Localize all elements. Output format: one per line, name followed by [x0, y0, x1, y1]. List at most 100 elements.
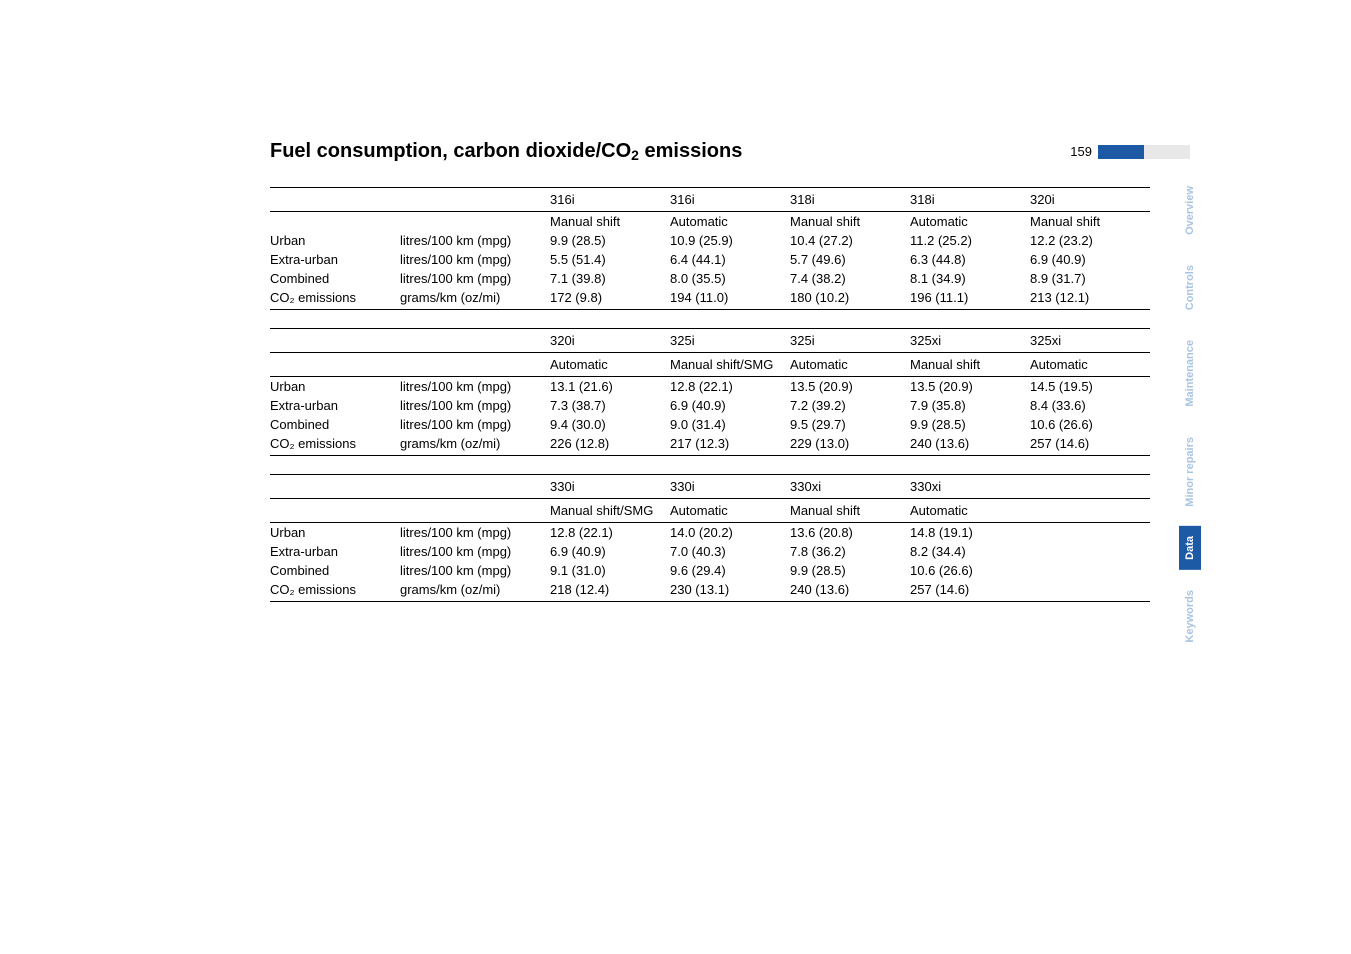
row-label: Extra-urban	[270, 396, 400, 415]
trans-cell: Automatic	[670, 212, 790, 232]
row-label: CO₂ emissions	[270, 580, 400, 602]
value-cell: 257 (14.6)	[910, 580, 1030, 602]
fuel-table-1: 316i 316i 318i 318i 320i Manual shift Au…	[270, 187, 1150, 310]
tab-controls[interactable]: Controls	[1179, 255, 1201, 320]
value-cell: 9.1 (31.0)	[550, 561, 670, 580]
trans-cell: Automatic	[550, 353, 670, 377]
trans-cell: Automatic	[910, 212, 1030, 232]
model-header: 318i	[910, 188, 1030, 212]
tab-minor-repairs[interactable]: Minor repairs	[1179, 427, 1201, 517]
value-cell: 6.3 (44.8)	[910, 250, 1030, 269]
value-cell: 218 (12.4)	[550, 580, 670, 602]
row-label: Extra-urban	[270, 250, 400, 269]
table-row: Urban litres/100 km (mpg) 9.9 (28.5) 10.…	[270, 231, 1150, 250]
model-header: 330xi	[910, 475, 1030, 499]
value-cell: 7.3 (38.7)	[550, 396, 670, 415]
value-cell: 5.7 (49.6)	[790, 250, 910, 269]
value-cell: 213 (12.1)	[1030, 288, 1150, 310]
table-row: Manual shift/SMG Automatic Manual shift …	[270, 499, 1150, 523]
trans-cell: Manual shift	[550, 212, 670, 232]
value-cell: 230 (13.1)	[670, 580, 790, 602]
trans-cell: Automatic	[790, 353, 910, 377]
row-label: Extra-urban	[270, 542, 400, 561]
tab-keywords[interactable]: Keywords	[1179, 580, 1201, 653]
trans-cell: Manual shift	[910, 353, 1030, 377]
row-label: Combined	[270, 415, 400, 434]
unit-cell: litres/100 km (mpg)	[400, 561, 550, 580]
table-row: 330i 330i 330xi 330xi	[270, 475, 1150, 499]
value-cell: 172 (9.8)	[550, 288, 670, 310]
value-cell: 12.8 (22.1)	[550, 523, 670, 543]
unit-cell: litres/100 km (mpg)	[400, 269, 550, 288]
value-cell: 9.9 (28.5)	[790, 561, 910, 580]
table-row: Combined litres/100 km (mpg) 9.4 (30.0) …	[270, 415, 1150, 434]
title-row: Fuel consumption, carbon dioxide/CO2 emi…	[270, 140, 1190, 163]
value-cell: 240 (13.6)	[790, 580, 910, 602]
value-cell: 12.2 (23.2)	[1030, 231, 1150, 250]
value-cell: 9.0 (31.4)	[670, 415, 790, 434]
unit-cell: grams/km (oz/mi)	[400, 580, 550, 602]
value-cell: 229 (13.0)	[790, 434, 910, 456]
table-row: CO₂ emissions grams/km (oz/mi) 172 (9.8)…	[270, 288, 1150, 310]
trans-cell: Manual shift/SMG	[670, 353, 790, 377]
value-cell: 7.4 (38.2)	[790, 269, 910, 288]
model-header: 320i	[1030, 188, 1150, 212]
value-cell: 13.1 (21.6)	[550, 377, 670, 397]
value-cell: 10.9 (25.9)	[670, 231, 790, 250]
table-row: Extra-urban litres/100 km (mpg) 6.9 (40.…	[270, 542, 1150, 561]
page-number-box: 159	[1070, 144, 1190, 159]
table-row: Urban litres/100 km (mpg) 13.1 (21.6) 12…	[270, 377, 1150, 397]
model-header: 330i	[670, 475, 790, 499]
table-row: Extra-urban litres/100 km (mpg) 5.5 (51.…	[270, 250, 1150, 269]
side-tabs: Overview Controls Maintenance Minor repa…	[1179, 176, 1201, 663]
page-bar-inactive	[1144, 145, 1190, 159]
value-cell: 11.2 (25.2)	[910, 231, 1030, 250]
table-row: 316i 316i 318i 318i 320i	[270, 188, 1150, 212]
table-row: Manual shift Automatic Manual shift Auto…	[270, 212, 1150, 232]
page-title: Fuel consumption, carbon dioxide/CO2 emi…	[270, 140, 742, 163]
model-header: 330xi	[790, 475, 910, 499]
value-cell: 9.9 (28.5)	[910, 415, 1030, 434]
model-header: 330i	[550, 475, 670, 499]
value-cell: 180 (10.2)	[790, 288, 910, 310]
value-cell: 13.5 (20.9)	[790, 377, 910, 397]
value-cell: 7.9 (35.8)	[910, 396, 1030, 415]
value-cell: 8.2 (34.4)	[910, 542, 1030, 561]
model-header: 325i	[670, 329, 790, 353]
model-header: 325i	[790, 329, 910, 353]
row-label: CO₂ emissions	[270, 434, 400, 456]
value-cell: 12.8 (22.1)	[670, 377, 790, 397]
value-cell: 8.0 (35.5)	[670, 269, 790, 288]
model-header: 316i	[550, 188, 670, 212]
trans-cell: Manual shift	[790, 499, 910, 523]
value-cell: 7.2 (39.2)	[790, 396, 910, 415]
value-cell: 8.4 (33.6)	[1030, 396, 1150, 415]
value-cell: 5.5 (51.4)	[550, 250, 670, 269]
tab-maintenance[interactable]: Maintenance	[1179, 330, 1201, 417]
unit-cell: litres/100 km (mpg)	[400, 415, 550, 434]
value-cell: 8.9 (31.7)	[1030, 269, 1150, 288]
value-cell: 240 (13.6)	[910, 434, 1030, 456]
value-cell: 6.9 (40.9)	[1030, 250, 1150, 269]
trans-cell: Manual shift	[1030, 212, 1150, 232]
value-cell: 10.6 (26.6)	[1030, 415, 1150, 434]
value-cell: 13.6 (20.8)	[790, 523, 910, 543]
value-cell: 6.9 (40.9)	[670, 396, 790, 415]
value-cell: 194 (11.0)	[670, 288, 790, 310]
fuel-table-3: 330i 330i 330xi 330xi Manual shift/SMG A…	[270, 474, 1150, 602]
value-cell: 14.0 (20.2)	[670, 523, 790, 543]
value-cell: 10.6 (26.6)	[910, 561, 1030, 580]
row-label: Combined	[270, 561, 400, 580]
model-header: 325xi	[1030, 329, 1150, 353]
title-sub: 2	[631, 147, 639, 163]
value-cell: 7.8 (36.2)	[790, 542, 910, 561]
value-cell: 217 (12.3)	[670, 434, 790, 456]
value-cell: 9.5 (29.7)	[790, 415, 910, 434]
value-cell: 196 (11.1)	[910, 288, 1030, 310]
table-row: Urban litres/100 km (mpg) 12.8 (22.1) 14…	[270, 523, 1150, 543]
unit-cell: grams/km (oz/mi)	[400, 288, 550, 310]
model-header: 325xi	[910, 329, 1030, 353]
tab-data[interactable]: Data	[1179, 526, 1201, 570]
table-row: Combined litres/100 km (mpg) 7.1 (39.8) …	[270, 269, 1150, 288]
tab-overview[interactable]: Overview	[1179, 176, 1201, 245]
